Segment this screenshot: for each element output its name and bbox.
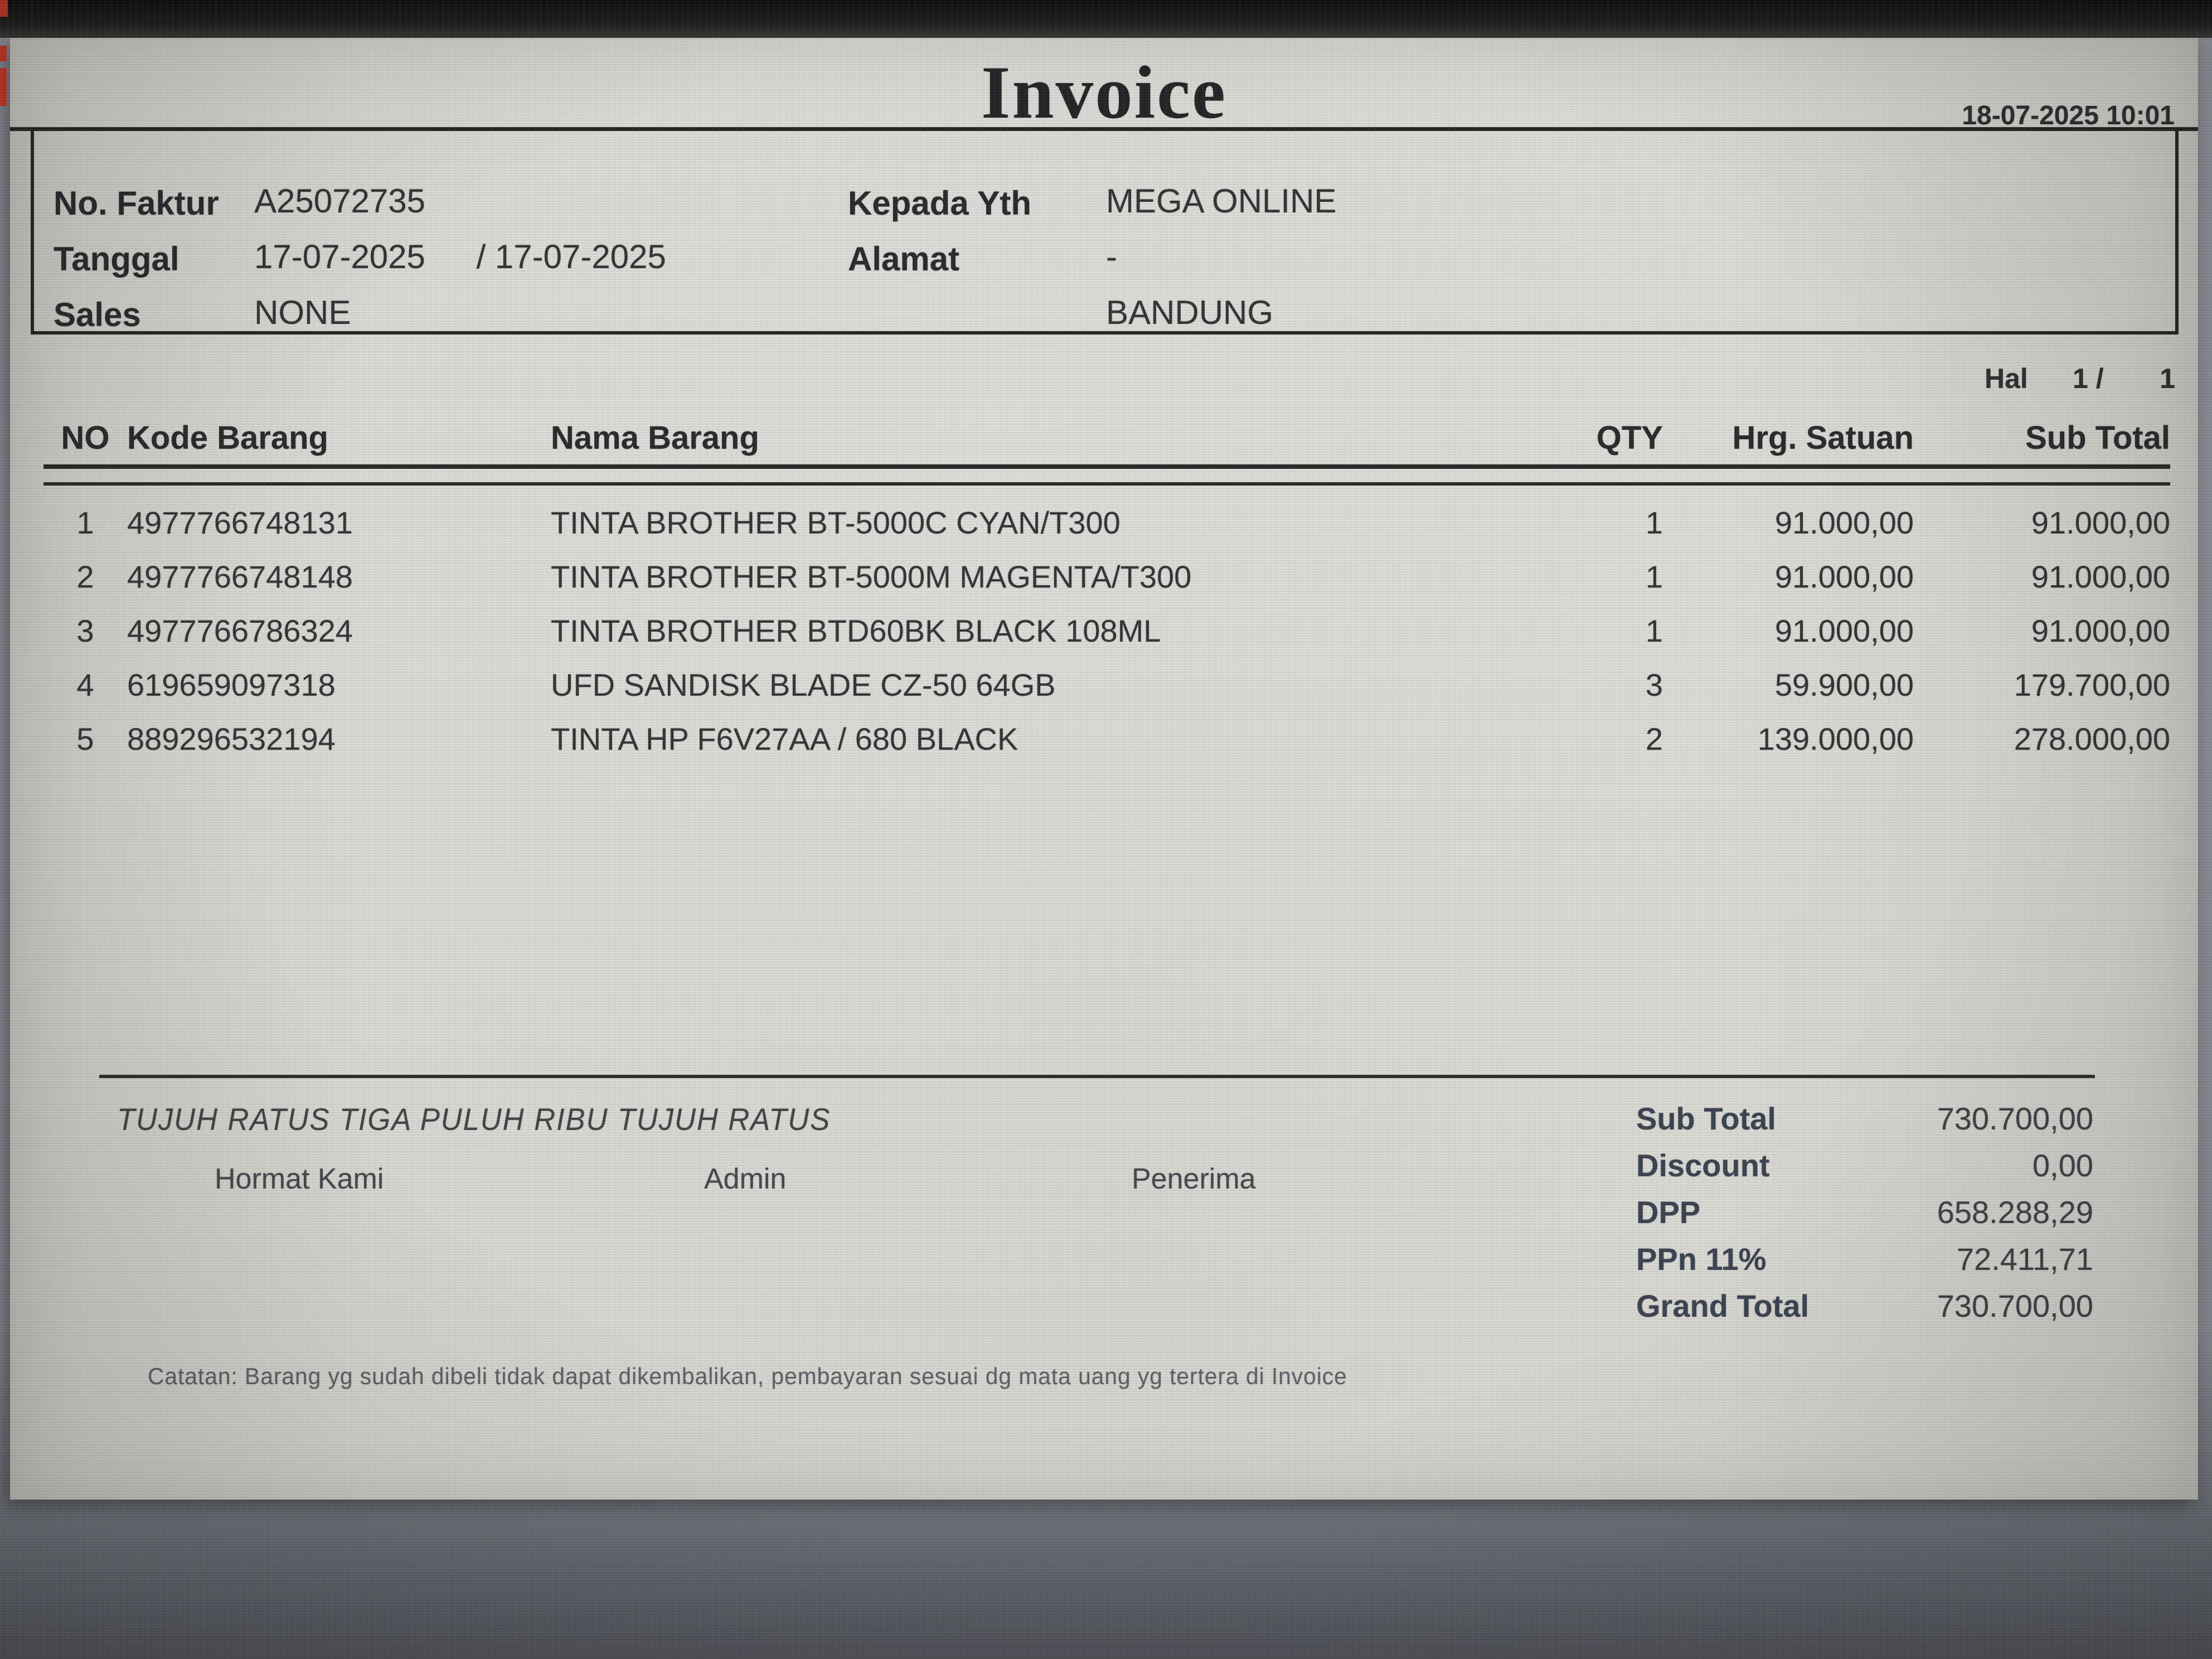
grand-total-label: Grand Total — [1636, 1288, 1810, 1323]
cell-qty: 3 — [1645, 667, 1663, 702]
photo-artifact-red — [0, 46, 7, 61]
photo-artifact-red — [0, 68, 7, 106]
cell-kode: 4977766748148 — [127, 559, 353, 594]
cell-sub: 91.000,00 — [2031, 505, 2170, 540]
amount-in-words: TUJUH RATUS TIGA PULUH RIBU TUJUH RATUS — [117, 1102, 831, 1137]
cell-nama: TINTA BROTHER BT-5000C CYAN/T300 — [551, 505, 1120, 540]
cell-sub: 278.000,00 — [2014, 721, 2170, 756]
discount-label: Discount — [1636, 1148, 1770, 1183]
table-header-rule — [43, 464, 2170, 486]
cell-kode: 619659097318 — [127, 667, 336, 702]
ppn-label: PPn 11% — [1636, 1241, 1767, 1277]
tanggal-value: 17-07-2025 — [254, 238, 425, 275]
cell-hrg: 91.000,00 — [1774, 559, 1914, 594]
totals-block: Sub Total 730.700,00 Discount 0,00 DPP 6… — [1636, 1100, 2093, 1335]
no-faktur-label: No. Faktur — [54, 185, 219, 222]
dpp-label: DPP — [1636, 1195, 1701, 1230]
cell-nama: TINTA BROTHER BTD60BK BLACK 108ML — [551, 613, 1161, 648]
cell-hrg: 59.900,00 — [1774, 667, 1914, 702]
grand-total-value: 730.700,00 — [1937, 1288, 2093, 1323]
page-indicator-total: 1 — [2160, 363, 2175, 394]
cell-nama: TINTA HP F6V27AA / 680 BLACK — [551, 721, 1018, 756]
kota-value: BANDUNG — [1106, 294, 1274, 331]
col-header-nama: Nama Barang — [551, 420, 759, 456]
discount-value: 0,00 — [2032, 1148, 2093, 1183]
items-table-body: 1 4977766748131 TINTA BROTHER BT-5000C C… — [43, 486, 2170, 756]
items-table: NO Kode Barang Nama Barang QTY Hrg. Satu… — [43, 415, 2170, 756]
items-table-header: NO Kode Barang Nama Barang QTY Hrg. Satu… — [43, 415, 2171, 457]
alamat-label: Alamat — [848, 240, 960, 278]
footer-note: Catatan: Barang yg sudah dibeli tidak da… — [148, 1363, 1347, 1389]
dpp-value: 658.288,29 — [1937, 1195, 2093, 1230]
cell-qty: 1 — [1645, 613, 1663, 648]
footer-rule — [99, 1075, 2095, 1078]
col-header-qty: QTY — [1596, 420, 1663, 456]
subtotal-value: 730.700,00 — [1937, 1101, 2093, 1136]
cell-no: 4 — [76, 667, 94, 702]
page-indicator-current: 1 / — [2073, 363, 2104, 394]
cell-hrg: 91.000,00 — [1774, 613, 1914, 648]
signature-admin: Admin — [704, 1163, 787, 1195]
cell-hrg: 139.000,00 — [1757, 721, 1914, 756]
page-indicator-label: Hal — [1985, 363, 2028, 394]
tanggal-label: Tanggal — [54, 240, 180, 278]
sales-label: Sales — [54, 296, 141, 333]
cell-sub: 179.700,00 — [2014, 667, 2170, 702]
cell-no: 1 — [76, 505, 94, 540]
subtotal-label: Sub Total — [1636, 1101, 1776, 1136]
col-header-hrg: Hrg. Satuan — [1732, 420, 1914, 456]
cell-no: 2 — [76, 559, 94, 594]
invoice-header-box: No. Faktur A25072735 Tanggal 17-07-2025 … — [31, 127, 2179, 334]
alamat-value: - — [1106, 238, 1117, 275]
cell-qty: 1 — [1645, 505, 1663, 540]
kepada-label: Kepada Yth — [848, 185, 1031, 222]
cell-no: 5 — [76, 721, 94, 756]
photo-artifact-red — [0, 0, 8, 17]
cell-kode: 889296532194 — [127, 721, 336, 756]
cell-sub: 91.000,00 — [2031, 613, 2170, 648]
tanggal-due-value: / 17-07-2025 — [476, 238, 666, 275]
no-faktur-value: A25072735 — [254, 182, 425, 220]
sales-value: NONE — [254, 294, 351, 331]
cell-hrg: 91.000,00 — [1774, 505, 1914, 540]
cell-kode: 4977766748131 — [127, 505, 353, 540]
cell-nama: UFD SANDISK BLADE CZ-50 64GB — [551, 667, 1056, 702]
cell-qty: 1 — [1645, 559, 1663, 594]
cell-nama: TINTA BROTHER BT-5000M MAGENTA/T300 — [551, 559, 1192, 594]
invoice-title: Invoice — [981, 51, 1227, 134]
col-header-kode: Kode Barang — [127, 420, 328, 456]
cell-sub: 91.000,00 — [2031, 559, 2170, 594]
cell-qty: 2 — [1645, 721, 1663, 756]
cell-no: 3 — [76, 613, 94, 648]
invoice-page: Invoice 18-07-2025 10:01 No. Faktur A250… — [10, 38, 2198, 1500]
ppn-value: 72.411,71 — [1957, 1241, 2093, 1277]
signature-hormat-kami: Hormat Kami — [215, 1163, 384, 1195]
print-timestamp: 18-07-2025 10:01 — [1962, 101, 2175, 130]
kepada-value: MEGA ONLINE — [1106, 182, 1337, 220]
cell-kode: 4977766786324 — [127, 613, 353, 648]
signature-penerima: Penerima — [1132, 1163, 1256, 1195]
col-header-no: NO — [61, 420, 110, 456]
monitor-bezel — [0, 0, 2212, 38]
col-header-sub: Sub Total — [2025, 420, 2170, 456]
